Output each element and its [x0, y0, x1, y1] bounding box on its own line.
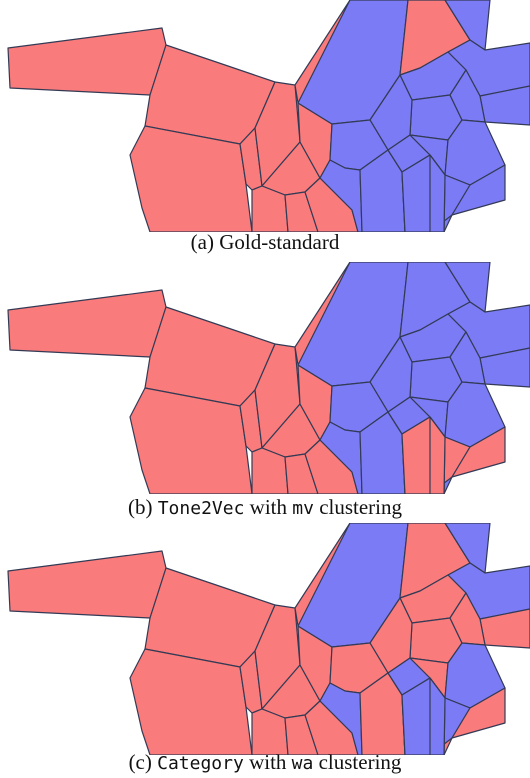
caption-b-with: with: [244, 495, 293, 519]
voronoi-cell: [429, 154, 446, 232]
voronoi-cell: [254, 81, 301, 187]
voronoi-cell: [7, 27, 167, 96]
voronoi-cell: [284, 453, 319, 494]
voronoi-map-a: [7, 0, 530, 232]
caption-b: (b) Tone2Vec with mv clustering: [0, 495, 530, 520]
caption-b-method: Tone2Vec: [157, 498, 245, 519]
panel-a: [0, 0, 530, 232]
caption-c-label: (c): [128, 750, 152, 774]
voronoi-cell: [449, 331, 486, 385]
voronoi-cell: [449, 69, 486, 123]
caption-c-mode: wa: [291, 753, 314, 774]
voronoi-cell: [254, 604, 301, 710]
voronoi-cell: [7, 289, 167, 358]
voronoi-cell: [449, 592, 486, 646]
caption-b-suffix: clustering: [313, 495, 403, 519]
voronoi-cell: [429, 416, 446, 494]
panel-b: [0, 262, 530, 494]
caption-a-text: Gold-standard: [219, 230, 340, 254]
voronoi-map-c: [7, 523, 530, 755]
caption-b-mode: mv: [292, 498, 314, 519]
panel-c: [0, 523, 530, 755]
voronoi-cell: [254, 343, 301, 449]
caption-c-method: Category: [157, 753, 244, 774]
voronoi-cell: [451, 687, 506, 739]
voronoi-map-b: [7, 262, 530, 494]
caption-b-label: (b): [127, 495, 153, 519]
voronoi-cell: [451, 164, 506, 216]
voronoi-cell: [7, 550, 167, 619]
voronoi-cell: [451, 426, 506, 478]
caption-c-suffix: clustering: [313, 750, 402, 774]
voronoi-cell: [284, 191, 319, 232]
caption-a: (a) Gold-standard: [0, 230, 530, 255]
voronoi-cell: [429, 677, 446, 755]
caption-c-with: with: [243, 750, 292, 774]
voronoi-cell: [284, 714, 319, 755]
caption-c: (c) Category with wa clustering: [0, 750, 530, 775]
caption-a-label: (a): [190, 230, 214, 254]
